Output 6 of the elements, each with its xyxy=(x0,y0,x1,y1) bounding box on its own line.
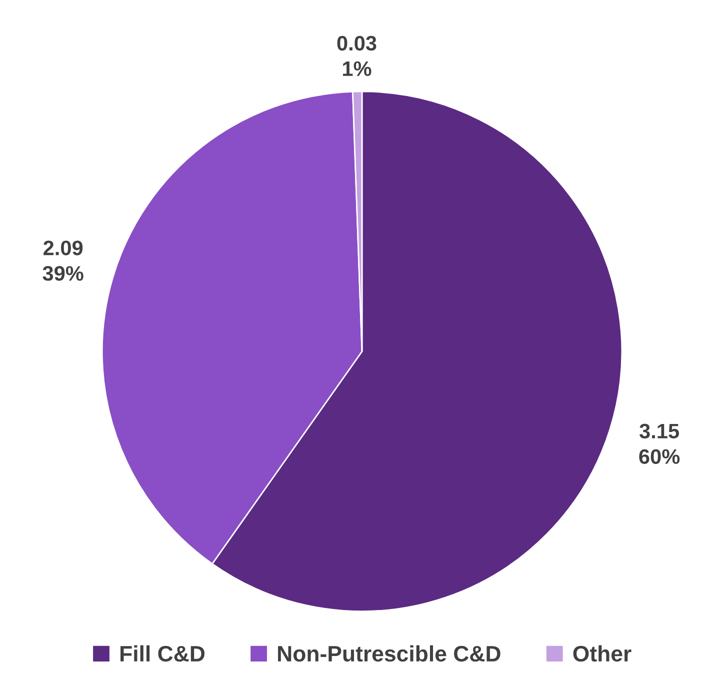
data-label: 3.15 60% xyxy=(639,424,680,464)
data-label: 0.03 1% xyxy=(337,36,376,76)
legend-label: Other xyxy=(573,645,632,662)
legend-label: Non-Putrescible C&D xyxy=(278,645,500,662)
legend-label: Fill C&D xyxy=(120,645,205,662)
data-label: 2.09 39% xyxy=(42,240,84,281)
